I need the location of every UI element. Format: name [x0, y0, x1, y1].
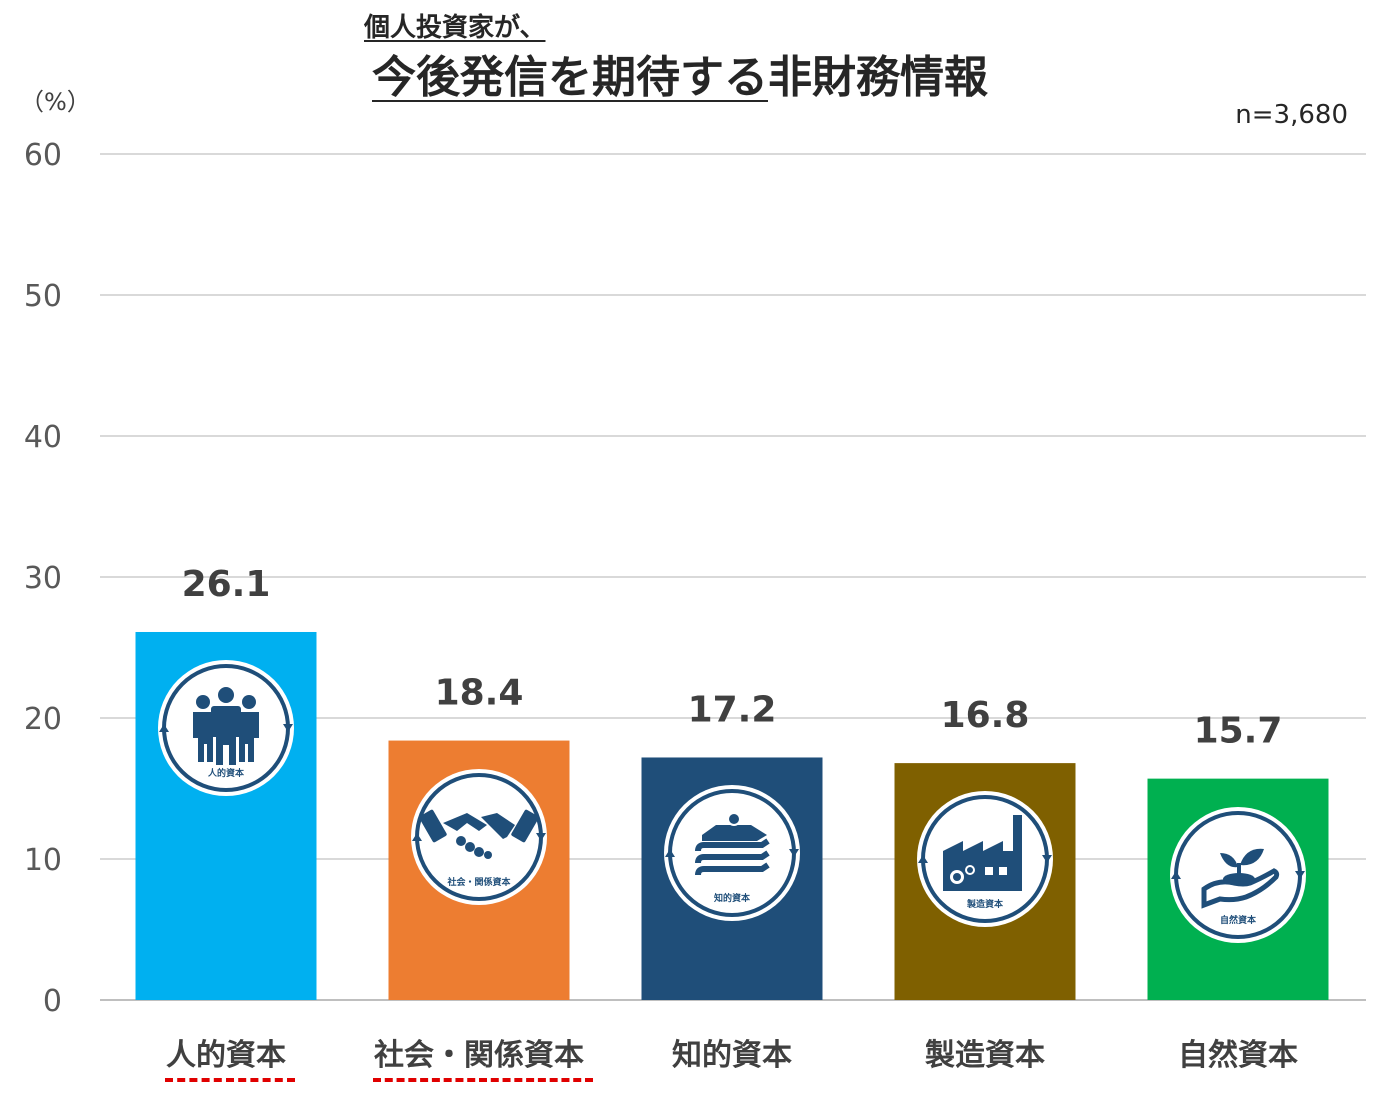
chart-title: 今後発信を期待する非財務情報 [372, 46, 988, 110]
icon-caption: 社会・関係資本 [446, 876, 511, 888]
x-tick-label: 社会・関係資本 [374, 1038, 584, 1073]
x-tick-label: 自然資本 [1178, 1038, 1298, 1073]
y-axis-unit-label: （%） [20, 88, 91, 116]
data-label: 15.7 [1194, 711, 1283, 752]
icon-caption: 人的資本 [207, 767, 245, 779]
icon-caption: 製造資本 [966, 898, 1004, 910]
books-lightbulb-icon: 知的資本 [662, 783, 802, 927]
value-labels: 26.1 18.4 17.2 16.8 15.7 [182, 564, 1283, 752]
icon-caption: 知的資本 [713, 892, 751, 904]
factory-icon: 製造資本 [915, 789, 1055, 933]
handshake-icon: 社会・関係資本 [409, 767, 549, 911]
icon-caption: 自然資本 [1220, 914, 1257, 926]
emphasis-dashed-underline [165, 1078, 295, 1082]
y-tick-label: 50 [24, 279, 62, 314]
sample-size-label: n=3,680 [1235, 100, 1348, 130]
y-tick-label: 0 [43, 984, 62, 1019]
plant-in-hand-icon: 自然資本 [1168, 805, 1308, 949]
y-tick-labels: 0 10 20 30 40 50 60 [24, 138, 62, 1019]
y-tick-label: 10 [24, 843, 62, 878]
data-label: 16.8 [941, 695, 1030, 736]
x-tick-label: 製造資本 [925, 1038, 1045, 1073]
data-label: 18.4 [435, 673, 524, 714]
chart-title-underlined: 今後発信を期待する [372, 52, 768, 103]
y-tick-label: 60 [24, 138, 62, 173]
emphasis-dashed-underline [373, 1078, 593, 1082]
y-tick-label: 40 [24, 420, 62, 455]
data-label: 26.1 [182, 564, 271, 605]
x-tick-label: 人的資本 [166, 1038, 286, 1073]
x-tick-label: 知的資本 [672, 1038, 792, 1073]
y-tick-label: 30 [24, 561, 62, 596]
people-icon: 人的資本 [156, 658, 296, 802]
y-tick-label: 20 [24, 702, 62, 737]
data-label: 17.2 [688, 689, 777, 730]
chart-title-rest: 非財務情報 [768, 52, 988, 103]
chart-subtitle: 個人投資家が、 [364, 13, 546, 43]
